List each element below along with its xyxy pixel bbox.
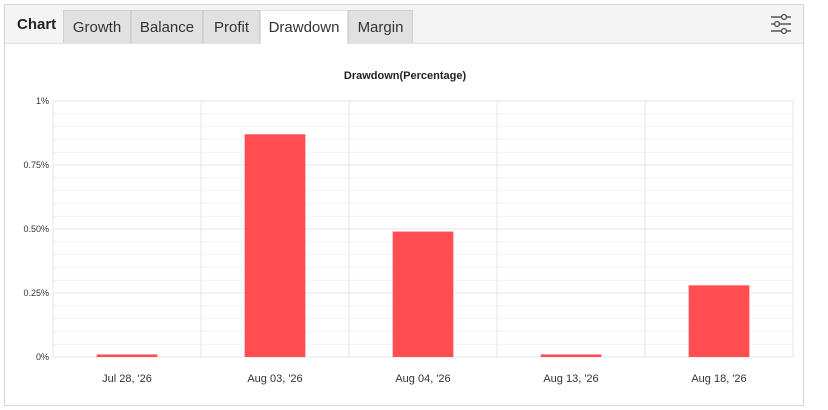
x-tick-label: Aug 13, '26 [543, 373, 598, 385]
tab-growth[interactable]: Growth [63, 10, 131, 43]
y-tick-label: 1% [36, 96, 49, 106]
y-tick-label: 0% [36, 352, 49, 362]
tab-margin[interactable]: Margin [348, 10, 413, 43]
x-tick-label: Jul 28, '26 [102, 373, 152, 385]
y-tick-label: 0.75% [23, 160, 49, 170]
x-tick-label: Aug 03, '26 [247, 373, 302, 385]
bar[interactable] [244, 134, 306, 357]
x-tick-label: Aug 18, '26 [691, 373, 746, 385]
tab-drawdown[interactable]: Drawdown [260, 10, 348, 44]
tab-profit[interactable]: Profit [203, 10, 260, 43]
bar[interactable] [96, 354, 158, 357]
bar[interactable] [688, 285, 750, 357]
tab-balance[interactable]: Balance [131, 10, 203, 43]
drawdown-chart: Drawdown(Percentage) 0% 0.25% 0.50% 0.75% 1%… [23, 70, 794, 385]
y-tick-label: 0.25% [23, 288, 49, 298]
tab-bar: Chart Growth Balance Profit Drawdown Mar… [5, 5, 803, 44]
chart-title: Drawdown(Percentage) [344, 70, 467, 82]
widget-title: Chart [17, 16, 57, 33]
y-tick-label: 0.50% [23, 224, 49, 234]
x-tick-label: Aug 04, '26 [395, 373, 450, 385]
chart-widget: Chart Growth Balance Profit Drawdown Mar… [4, 4, 804, 406]
bar[interactable] [540, 354, 602, 357]
sliders-icon[interactable] [769, 13, 793, 35]
bar[interactable] [392, 231, 454, 357]
